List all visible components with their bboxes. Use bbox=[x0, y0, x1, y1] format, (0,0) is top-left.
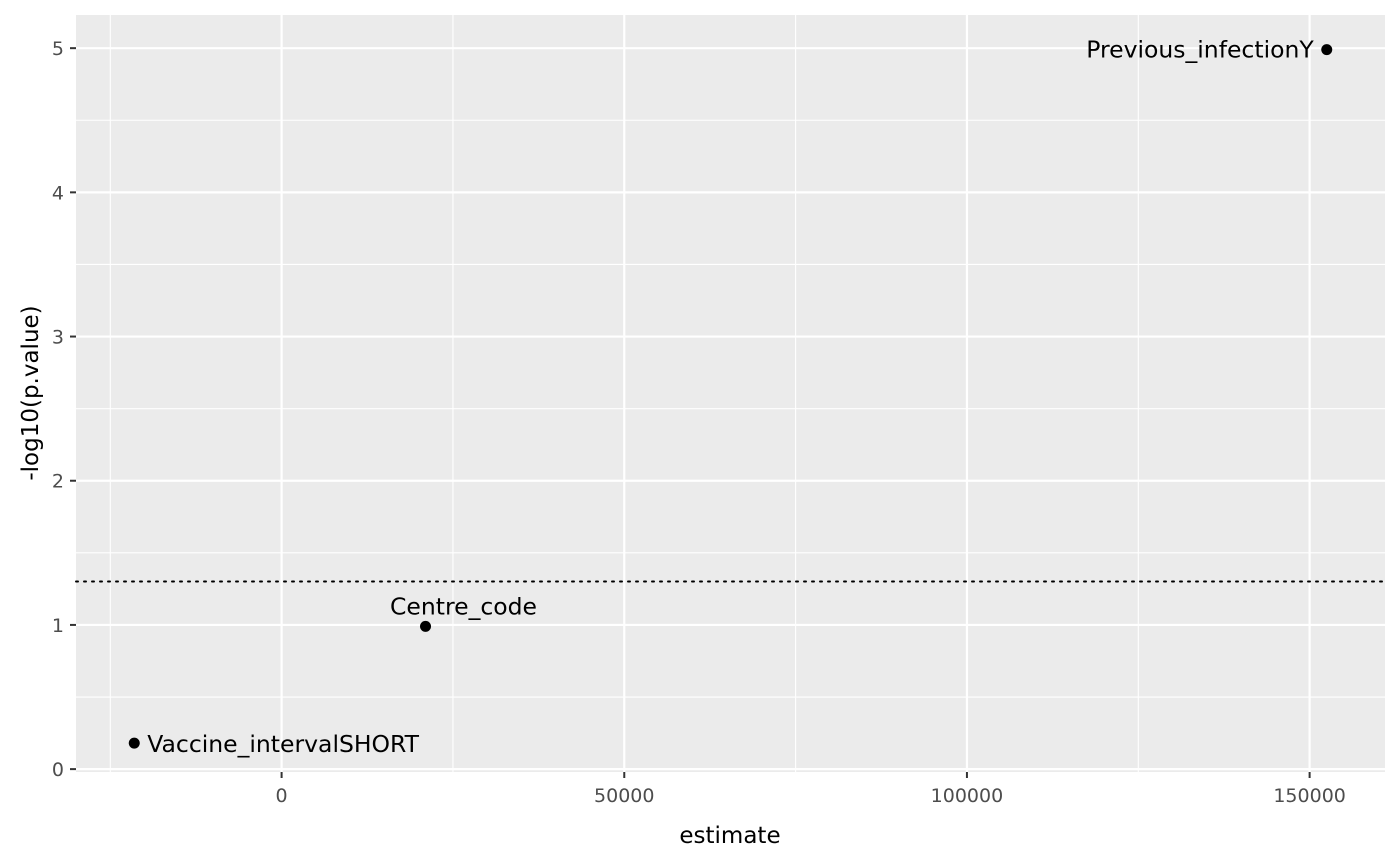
data-point bbox=[420, 620, 432, 632]
y-tick-label: 3 bbox=[52, 327, 64, 349]
y-tick-label: 1 bbox=[52, 615, 64, 637]
x-tick-label: 150000 bbox=[1273, 785, 1346, 807]
x-tick-label: 0 bbox=[276, 785, 288, 807]
x-axis: 0 50000 100000 150000 bbox=[276, 772, 1346, 807]
point-label: Centre_code bbox=[390, 592, 537, 620]
data-point bbox=[128, 737, 140, 749]
x-tick-label: 100000 bbox=[931, 785, 1004, 807]
data-point bbox=[1321, 44, 1333, 56]
point-label: Vaccine_intervalSHORT bbox=[147, 730, 419, 758]
y-tick-label: 5 bbox=[52, 38, 64, 60]
plot-panel bbox=[76, 15, 1385, 772]
x-tick-label: 50000 bbox=[594, 785, 654, 807]
point-label: Previous_infectionY bbox=[1086, 36, 1314, 64]
minor-grid bbox=[76, 15, 1385, 772]
x-axis-title: estimate bbox=[679, 823, 780, 849]
y-axis-title: -log10(p.value) bbox=[18, 305, 44, 480]
data-points: Previous_infectionY Centre_code Vaccine_in… bbox=[128, 36, 1333, 758]
y-axis: 0 1 2 3 4 5 bbox=[52, 38, 76, 781]
y-tick-label: 0 bbox=[52, 759, 64, 781]
y-tick-label: 2 bbox=[52, 471, 64, 493]
major-grid bbox=[76, 15, 1385, 772]
y-tick-label: 4 bbox=[52, 182, 64, 204]
